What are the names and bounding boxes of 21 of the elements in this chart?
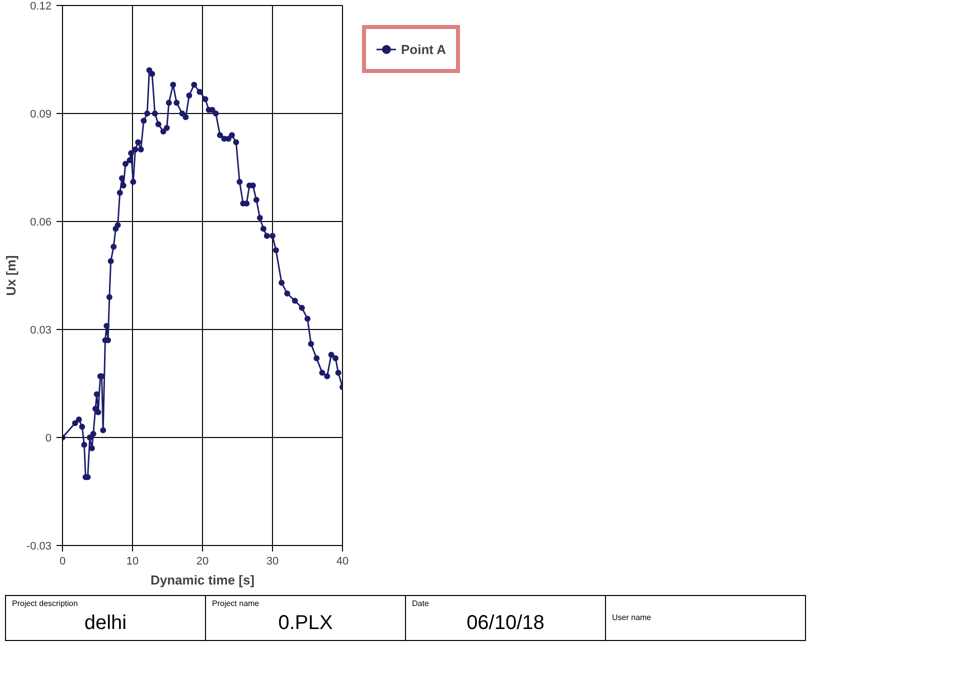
text: delhi — [83, 611, 128, 636]
x-tick-label: 10 — [126, 556, 139, 568]
text: Project name — [212, 598, 260, 610]
y-tick-label: 0 — [45, 432, 52, 444]
text: Date — [412, 598, 430, 610]
text: 06/10/18 — [466, 611, 546, 636]
text: Project description — [12, 598, 79, 610]
x-tick-label: 20 — [196, 556, 209, 568]
x-tick-label: 30 — [266, 556, 279, 568]
x-axis-title: Dynamic time [s] — [150, 572, 255, 588]
y-axis-title: Ux [m] — [3, 255, 18, 296]
x-tick-label: 40 — [336, 556, 349, 568]
y-tick-label: 0.06 — [30, 216, 52, 228]
y-tick-label: 0.12 — [30, 0, 52, 12]
x-tick-label: 0 — [59, 556, 66, 568]
y-tick-label: -0.03 — [26, 540, 52, 552]
y-tick-label: 0.09 — [30, 108, 52, 120]
text: User name — [612, 612, 652, 624]
y-tick-label: 0.03 — [30, 324, 52, 336]
legend-label: Point A — [401, 42, 446, 56]
text: 0.PLX — [277, 611, 334, 636]
